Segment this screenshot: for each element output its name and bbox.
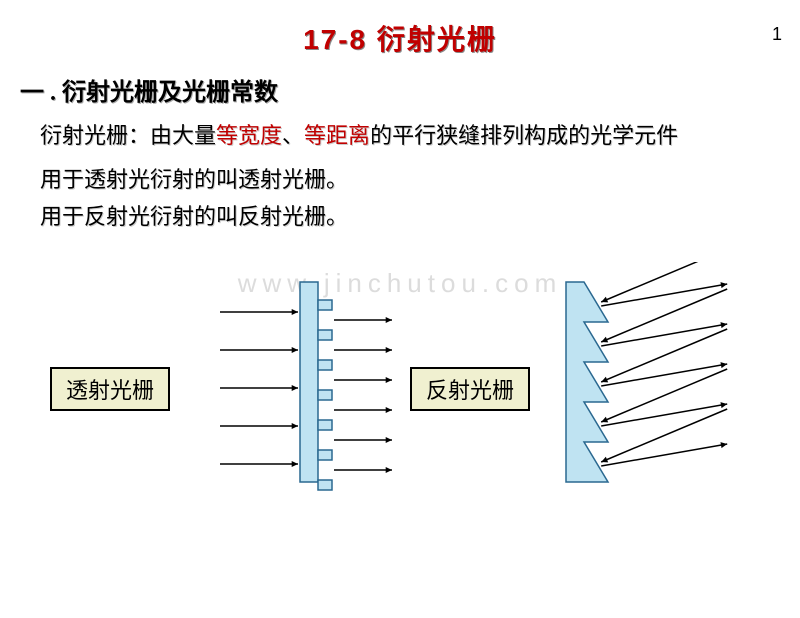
section-heading: 一 . 衍射光栅及光栅常数 <box>20 72 780 107</box>
definition-line: 衍射光栅：由大量等宽度、等距离的平行狭缝排列构成的光学元件 <box>40 121 760 151</box>
def-hl2: 等距离 <box>304 123 370 148</box>
reflection-label: 反射光栅 <box>410 367 530 411</box>
def-post: 的平行狭缝排列构成的光学元件 <box>370 123 678 148</box>
transmission-grating-diagram <box>200 262 400 502</box>
reflection-grating-diagram <box>540 262 760 502</box>
def-mid: 、 <box>282 123 304 148</box>
page-number: 1 <box>772 24 782 45</box>
slide-title: 17-8 衍射光栅 <box>0 18 800 58</box>
body-line-2: 用于透射光衍射的叫透射光栅。 <box>40 165 760 195</box>
body-line-3: 用于反射光衍射的叫反射光栅。 <box>40 202 760 232</box>
def-pre: 衍射光栅：由大量 <box>40 123 216 148</box>
def-hl1: 等宽度 <box>216 123 282 148</box>
diagrams-container: 透射光栅 反射光栅 <box>0 262 800 522</box>
transmission-label: 透射光栅 <box>50 367 170 411</box>
